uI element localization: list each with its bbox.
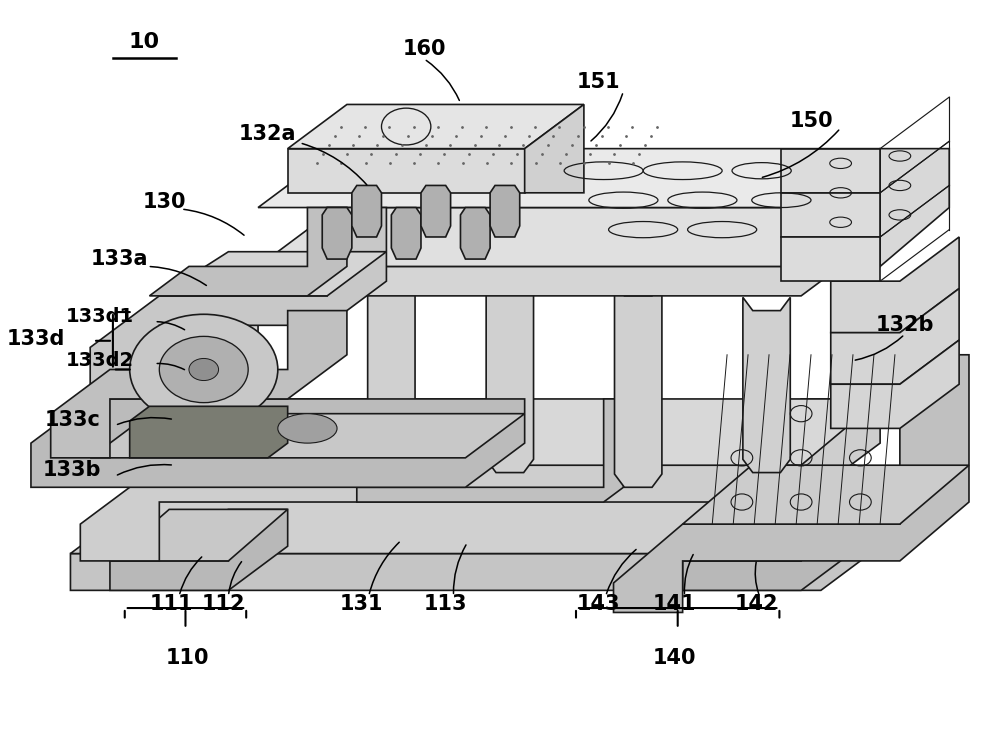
Polygon shape <box>70 487 910 590</box>
Polygon shape <box>391 208 421 259</box>
Polygon shape <box>490 185 520 237</box>
Polygon shape <box>179 208 880 355</box>
Polygon shape <box>159 252 386 296</box>
Text: 133d1: 133d1 <box>66 307 134 326</box>
Text: 132b: 132b <box>876 316 934 336</box>
Polygon shape <box>781 237 880 281</box>
Text: 110: 110 <box>165 648 209 668</box>
Polygon shape <box>31 399 525 487</box>
Polygon shape <box>421 185 451 237</box>
Polygon shape <box>110 509 288 590</box>
Text: 132a: 132a <box>239 124 297 144</box>
Polygon shape <box>130 406 288 458</box>
Text: 150: 150 <box>789 111 833 131</box>
Polygon shape <box>525 104 584 193</box>
Circle shape <box>130 314 278 425</box>
Polygon shape <box>831 237 959 333</box>
Circle shape <box>189 358 219 381</box>
Polygon shape <box>683 466 969 524</box>
Text: 140: 140 <box>653 648 696 668</box>
Text: 131: 131 <box>340 593 383 613</box>
Polygon shape <box>831 288 959 384</box>
Polygon shape <box>288 149 525 193</box>
Circle shape <box>159 336 248 403</box>
Polygon shape <box>258 149 880 208</box>
Polygon shape <box>352 185 381 237</box>
Polygon shape <box>288 104 584 149</box>
Text: 142: 142 <box>735 593 778 613</box>
Text: 143: 143 <box>577 593 620 613</box>
Polygon shape <box>90 208 386 399</box>
Text: 111: 111 <box>149 593 193 613</box>
Polygon shape <box>614 355 969 613</box>
Polygon shape <box>357 399 623 502</box>
Polygon shape <box>683 509 860 590</box>
Text: 141: 141 <box>653 593 696 613</box>
Polygon shape <box>80 399 880 561</box>
Polygon shape <box>258 208 880 267</box>
Text: 113: 113 <box>424 593 467 613</box>
Polygon shape <box>322 208 352 259</box>
Polygon shape <box>486 268 534 472</box>
Polygon shape <box>159 399 880 466</box>
Text: 133d: 133d <box>7 329 65 349</box>
Polygon shape <box>90 414 525 458</box>
Polygon shape <box>368 268 415 472</box>
Ellipse shape <box>278 414 337 443</box>
Text: 130: 130 <box>142 191 186 211</box>
Text: 160: 160 <box>402 39 446 59</box>
Text: 133d2: 133d2 <box>66 351 134 370</box>
Polygon shape <box>51 310 347 458</box>
Polygon shape <box>801 149 949 267</box>
Text: 112: 112 <box>202 593 245 613</box>
Polygon shape <box>743 297 790 472</box>
Polygon shape <box>70 487 910 554</box>
Text: 10: 10 <box>129 32 160 52</box>
Polygon shape <box>110 509 288 561</box>
Polygon shape <box>615 282 662 487</box>
Polygon shape <box>781 149 880 193</box>
Polygon shape <box>149 208 347 296</box>
Polygon shape <box>781 193 880 237</box>
Text: 133b: 133b <box>43 460 102 480</box>
Text: 133c: 133c <box>44 409 100 429</box>
Text: 133a: 133a <box>91 249 149 269</box>
Text: 151: 151 <box>577 72 621 92</box>
Polygon shape <box>831 340 959 429</box>
Polygon shape <box>460 208 490 259</box>
Polygon shape <box>683 509 860 561</box>
